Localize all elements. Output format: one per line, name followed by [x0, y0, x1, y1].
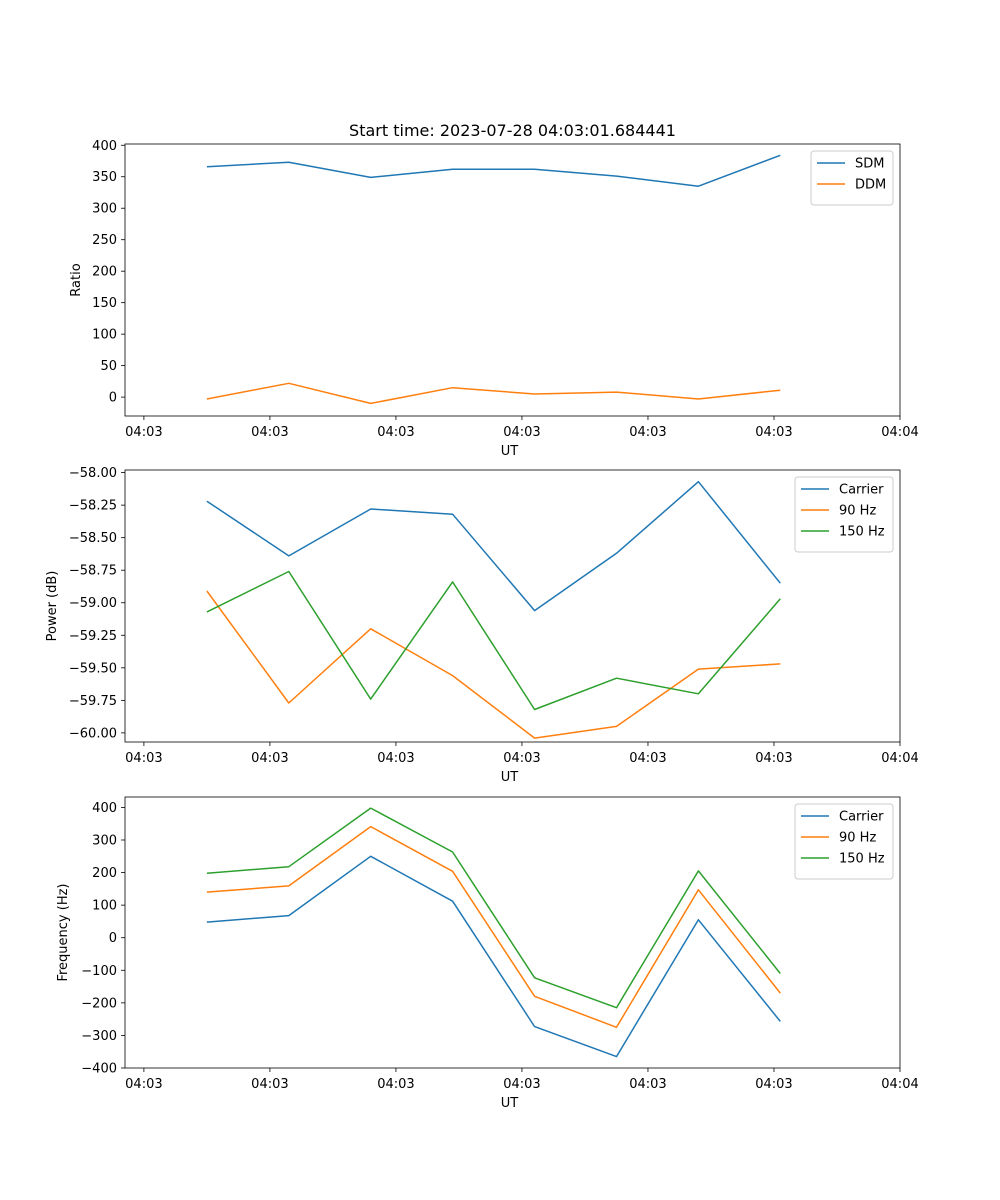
- legend: SDM DDM: [810, 150, 894, 206]
- x-tick-label: 04:04: [881, 1077, 918, 1092]
- y-tick-label: −58.25: [69, 499, 117, 514]
- chart-1: 04:03 04:03 04:03 04:03 04:03 04:03 04:04 0 50 10…: [69, 121, 919, 459]
- plot-frame: [124, 796, 901, 1069]
- x-tick-label: 04:04: [881, 425, 918, 440]
- legend-label: Carrier: [839, 483, 884, 498]
- y-tick-label: 200: [92, 265, 117, 280]
- legend-box: [794, 476, 894, 553]
- y-tick-label: 250: [92, 233, 117, 248]
- y-tick-label: −100: [81, 964, 117, 979]
- y-tick-label: 0: [109, 391, 117, 406]
- x-tick-label: 04:03: [629, 1077, 666, 1092]
- x-tick-label: 04:03: [755, 425, 792, 440]
- y-tick-label: −300: [81, 1029, 117, 1044]
- y-tick-label: 350: [92, 170, 117, 185]
- x-tick-label: 04:03: [503, 1077, 540, 1092]
- x-tick-label: 04:03: [629, 751, 666, 766]
- x-axis-label: UT: [501, 770, 519, 785]
- y-tick-label: −59.75: [69, 694, 117, 709]
- legend-box: [794, 803, 894, 880]
- chart-title: Start time: 2023-07-28 04:03:01.684441: [349, 121, 676, 140]
- x-tick-label: 04:03: [125, 1077, 162, 1092]
- x-tick-label: 04:03: [251, 425, 288, 440]
- series-line-carrier: [206, 480, 781, 612]
- legend: Carrier 90 Hz 150 Hz: [794, 476, 894, 553]
- y-tick-label: −59.50: [69, 661, 117, 676]
- y-tick-label: 100: [92, 328, 117, 343]
- x-tick-label: 04:03: [503, 751, 540, 766]
- y-tick-label: −58.50: [69, 531, 117, 546]
- x-tick-label: 04:03: [377, 1077, 414, 1092]
- chart-2: 04:03 04:03 04:03 04:03 04:03 04:03 04:04 −58.0…: [45, 466, 919, 785]
- legend: Carrier 90 Hz 150 Hz: [794, 803, 894, 880]
- y-axis-label: Frequency (Hz): [56, 883, 71, 981]
- series-line-carrier: [206, 855, 781, 1058]
- y-tick-label: 300: [92, 833, 117, 848]
- x-tick-label: 04:03: [377, 425, 414, 440]
- x-tick-label: 04:03: [755, 751, 792, 766]
- y-tick-label: 400: [92, 801, 117, 816]
- series-line-150-hz: [206, 807, 781, 1009]
- legend-box: [810, 150, 894, 206]
- x-tick-label: 04:03: [251, 751, 288, 766]
- x-tick-label: 04:03: [125, 751, 162, 766]
- y-tick-label: 50: [100, 359, 117, 374]
- y-tick-label: −58.00: [69, 466, 117, 481]
- legend-label: DDM: [855, 178, 886, 193]
- legend-label: SDM: [855, 157, 884, 172]
- y-tick-label: 100: [92, 899, 117, 914]
- series-line-ddm: [206, 382, 781, 405]
- x-axis-label: UT: [501, 444, 519, 459]
- y-tick-label: −400: [81, 1062, 117, 1077]
- chart-3: 04:03 04:03 04:03 04:03 04:03 04:03 04:04 400 30…: [56, 796, 919, 1111]
- series-line-sdm: [206, 154, 781, 187]
- y-tick-label: 150: [92, 296, 117, 311]
- x-tick-label: 04:03: [377, 751, 414, 766]
- series-line-90-hz: [206, 590, 781, 739]
- plot-frame: [124, 143, 901, 417]
- series-line-90-hz: [206, 825, 781, 1029]
- y-axis-label: Ratio: [69, 263, 84, 296]
- y-tick-label: 0: [109, 931, 117, 946]
- x-axis-label: UT: [501, 1096, 519, 1111]
- x-tick-label: 04:03: [251, 1077, 288, 1092]
- x-tick-label: 04:03: [503, 425, 540, 440]
- y-tick-label: −60.00: [69, 726, 117, 741]
- y-tick-label: −58.75: [69, 564, 117, 579]
- plot-frame: [124, 469, 901, 743]
- y-tick-label: 200: [92, 866, 117, 881]
- y-tick-label: 300: [92, 202, 117, 217]
- y-tick-label: −200: [81, 996, 117, 1011]
- x-tick-label: 04:03: [629, 425, 666, 440]
- legend-label: 90 Hz: [839, 831, 876, 846]
- x-tick-label: 04:04: [881, 751, 918, 766]
- series-line-150-hz: [206, 570, 781, 711]
- x-tick-label: 04:03: [125, 425, 162, 440]
- legend-label: 150 Hz: [839, 525, 885, 540]
- y-tick-label: 400: [92, 139, 117, 154]
- legend-label: 150 Hz: [839, 852, 885, 867]
- y-tick-label: −59.25: [69, 629, 117, 644]
- x-tick-label: 04:03: [755, 1077, 792, 1092]
- legend-label: 90 Hz: [839, 504, 876, 519]
- legend-label: Carrier: [839, 810, 884, 825]
- y-tick-label: −59.00: [69, 596, 117, 611]
- y-axis-label: Power (dB): [45, 571, 60, 642]
